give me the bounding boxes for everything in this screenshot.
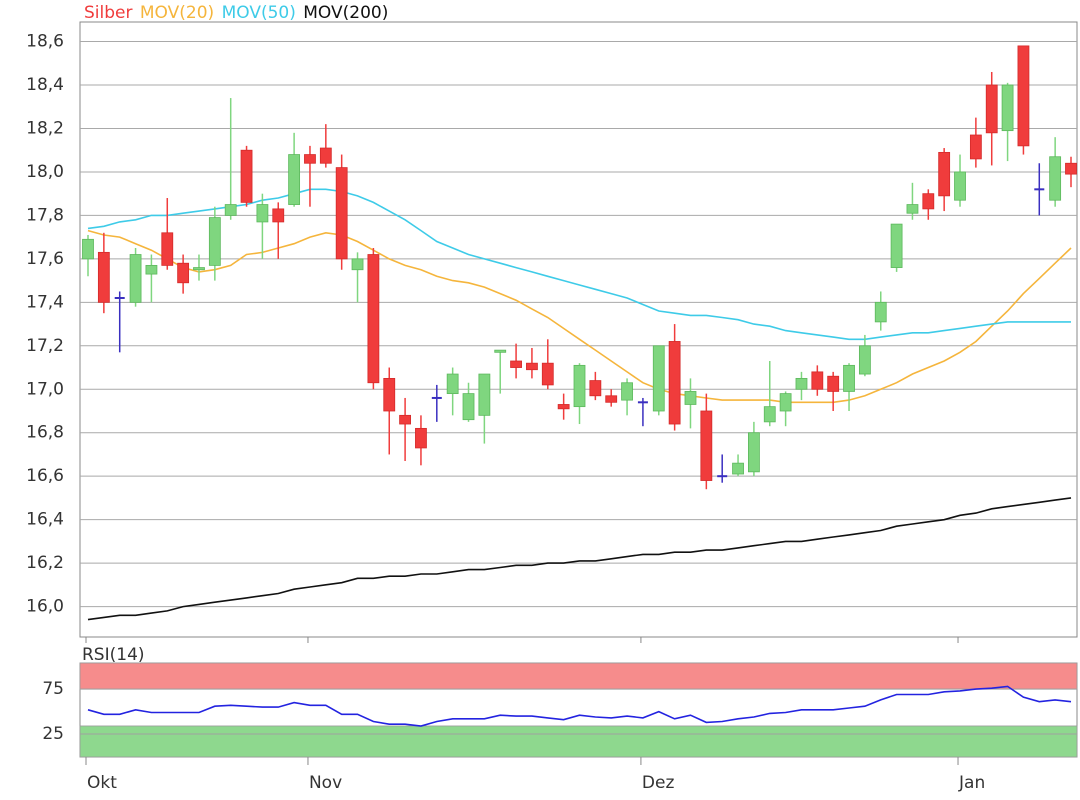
candle-body	[684, 391, 697, 405]
y-tick-label: 16,4	[26, 510, 64, 530]
candle-body	[573, 364, 586, 408]
candle-body	[795, 377, 808, 390]
candle-body	[288, 154, 301, 205]
candle-body	[319, 147, 332, 164]
y-tick-label: 17,2	[26, 336, 64, 356]
candle-body	[399, 414, 411, 425]
y-tick-label: 18,0	[26, 162, 64, 182]
line	[87, 188, 1071, 341]
candle-body	[177, 262, 190, 284]
y-tick-label: 17,4	[26, 292, 64, 312]
candle-body	[1049, 156, 1062, 201]
candle-body	[621, 382, 633, 401]
y-tick-label: 16,0	[26, 597, 64, 617]
y-tick-label: 17,8	[26, 205, 64, 225]
candle-body	[922, 193, 935, 210]
line	[87, 229, 1072, 404]
candle-body	[446, 373, 459, 395]
y-tick-label: 16,8	[26, 423, 64, 443]
candle-body	[1001, 84, 1014, 132]
candle-body	[557, 404, 570, 410]
candle-body	[510, 360, 522, 368]
plot-area	[79, 21, 1078, 638]
band	[79, 662, 1078, 690]
line	[87, 685, 1072, 727]
y-tick-label: 75	[42, 679, 64, 699]
legend-entry: MOV(50)	[222, 3, 296, 23]
y-tick-label: 17,0	[26, 379, 64, 399]
candle-body	[858, 345, 871, 375]
candle-body	[224, 204, 237, 216]
candle-body	[954, 171, 966, 201]
candle-body	[272, 208, 285, 223]
candle-body	[827, 375, 840, 392]
candle-body	[97, 251, 110, 303]
candle-body	[240, 149, 253, 203]
legend-entry: MOV(20)	[140, 3, 214, 23]
candle-body	[256, 204, 269, 223]
y-tick-label: 18,4	[26, 75, 64, 95]
candle-body	[969, 134, 982, 160]
candle-body	[208, 217, 221, 266]
candle-body	[383, 377, 396, 412]
candle-body	[811, 371, 824, 390]
candle-body	[367, 254, 380, 384]
candle-body	[494, 349, 507, 353]
candle-body	[732, 462, 744, 475]
candle-body	[526, 362, 538, 371]
candle-body	[478, 373, 491, 416]
candle-body	[874, 301, 887, 323]
candle-body	[193, 267, 205, 271]
candle-body	[351, 258, 364, 271]
candle-body	[668, 341, 681, 425]
candle-body	[652, 345, 665, 412]
y-tick-label: 18,6	[26, 32, 64, 52]
candle-body	[462, 393, 475, 421]
candle-body	[145, 264, 158, 275]
legend-entry: MOV(200)	[303, 3, 388, 23]
candle-body	[589, 380, 602, 397]
candle-body	[985, 84, 998, 134]
candle-body	[779, 393, 792, 412]
candle-body	[541, 362, 554, 386]
y-tick-label: 16,6	[26, 466, 64, 486]
y-tick-label: 17,6	[26, 249, 64, 269]
legend: Silber MOV(20) MOV(50) MOV(200)	[84, 3, 388, 23]
y-tick-label: 25	[42, 724, 64, 744]
candle-body	[890, 223, 903, 268]
candle-body	[1017, 45, 1030, 147]
legend-entry: Silber	[84, 3, 132, 23]
band	[79, 725, 1078, 758]
candle-body	[938, 151, 951, 197]
candle-body	[129, 254, 142, 303]
candle-body	[415, 427, 427, 449]
x-tick-label: Nov	[309, 773, 342, 793]
x-tick-label: Jan	[958, 773, 985, 793]
x-tick-label: Okt	[87, 773, 117, 793]
candle-body	[763, 406, 776, 423]
candle-body	[700, 410, 713, 481]
candle-body	[605, 395, 618, 403]
x-tick-label: Dez	[642, 773, 675, 793]
line	[87, 497, 1072, 621]
rsi-title: RSI(14)	[82, 645, 145, 665]
y-tick-label: 16,2	[26, 553, 64, 573]
candle-body	[843, 364, 855, 392]
candle-body	[748, 432, 760, 473]
candle-body	[304, 154, 316, 164]
y-tick-label: 18,2	[26, 118, 64, 138]
candle-body	[335, 167, 348, 260]
candle-body	[161, 232, 174, 266]
candle-body	[82, 238, 94, 260]
candle-body	[906, 204, 919, 214]
candle-body	[1065, 162, 1077, 175]
